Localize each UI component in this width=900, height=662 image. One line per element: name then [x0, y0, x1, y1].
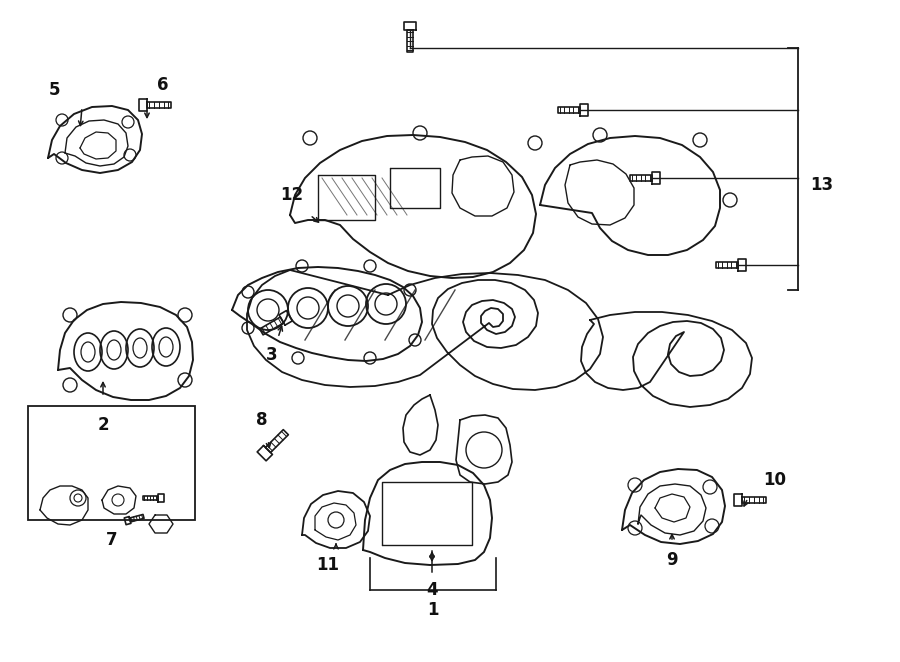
Text: 6: 6 — [158, 76, 169, 94]
Text: 5: 5 — [50, 81, 61, 99]
Text: 7: 7 — [106, 531, 118, 549]
Text: 8: 8 — [256, 411, 268, 429]
Text: 11: 11 — [317, 556, 339, 574]
Bar — [28, 406, 195, 520]
Text: 1: 1 — [428, 601, 439, 619]
Text: 4: 4 — [427, 581, 437, 599]
Text: 2: 2 — [97, 416, 109, 434]
Text: 12: 12 — [281, 186, 303, 204]
Text: 10: 10 — [763, 471, 787, 489]
Text: 13: 13 — [810, 176, 833, 194]
Text: 3: 3 — [266, 346, 278, 364]
Text: 9: 9 — [666, 551, 678, 569]
